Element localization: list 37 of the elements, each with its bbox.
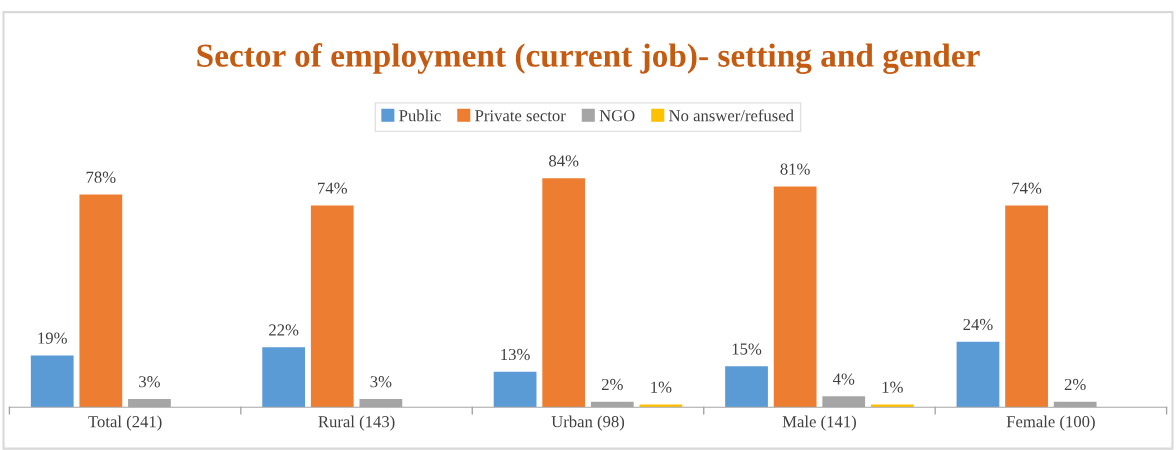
legend-label: NGO	[599, 110, 635, 122]
data-label: 2%	[601, 378, 623, 391]
data-label: 15%	[732, 343, 762, 355]
data-label: 81%	[780, 163, 810, 175]
data-label: 2%	[1064, 378, 1086, 391]
data-label: 24%	[963, 318, 993, 331]
legend-label: No answer/refused	[669, 109, 794, 122]
data-label: 13%	[501, 348, 530, 361]
x-tick-label: Rural (143)	[318, 415, 395, 431]
x-tick-label: Male (141)	[782, 415, 856, 431]
x-tick-label: Female (100)	[1006, 415, 1095, 431]
bar	[725, 366, 768, 408]
bar	[1005, 205, 1048, 408]
data-label: 74%	[1012, 182, 1042, 194]
data-label: 4%	[832, 373, 855, 385]
bar	[773, 186, 817, 408]
data-label: 3%	[370, 376, 392, 388]
data-label: 22%	[269, 324, 299, 336]
data-label: 84%	[549, 155, 579, 167]
bar	[493, 371, 537, 408]
x-tick-label: Urban (98)	[551, 415, 625, 431]
x-tick-label: Total (241)	[88, 415, 162, 431]
legend-label: Private sector	[475, 110, 566, 122]
data-label: 1%	[651, 381, 672, 393]
bar	[956, 341, 1000, 408]
chart-title: Sector of employment (current job)- setting and gender	[197, 43, 980, 74]
bar	[262, 347, 306, 408]
legend-label: Public	[399, 109, 441, 122]
bar	[79, 194, 123, 408]
data-label: 74%	[318, 182, 347, 194]
data-label: 19%	[38, 332, 67, 344]
bar	[310, 205, 354, 408]
data-label: 3%	[139, 376, 160, 388]
bar	[542, 178, 586, 408]
data-label: 78%	[86, 171, 116, 183]
bar	[30, 355, 74, 408]
data-label: 1%	[882, 381, 903, 393]
